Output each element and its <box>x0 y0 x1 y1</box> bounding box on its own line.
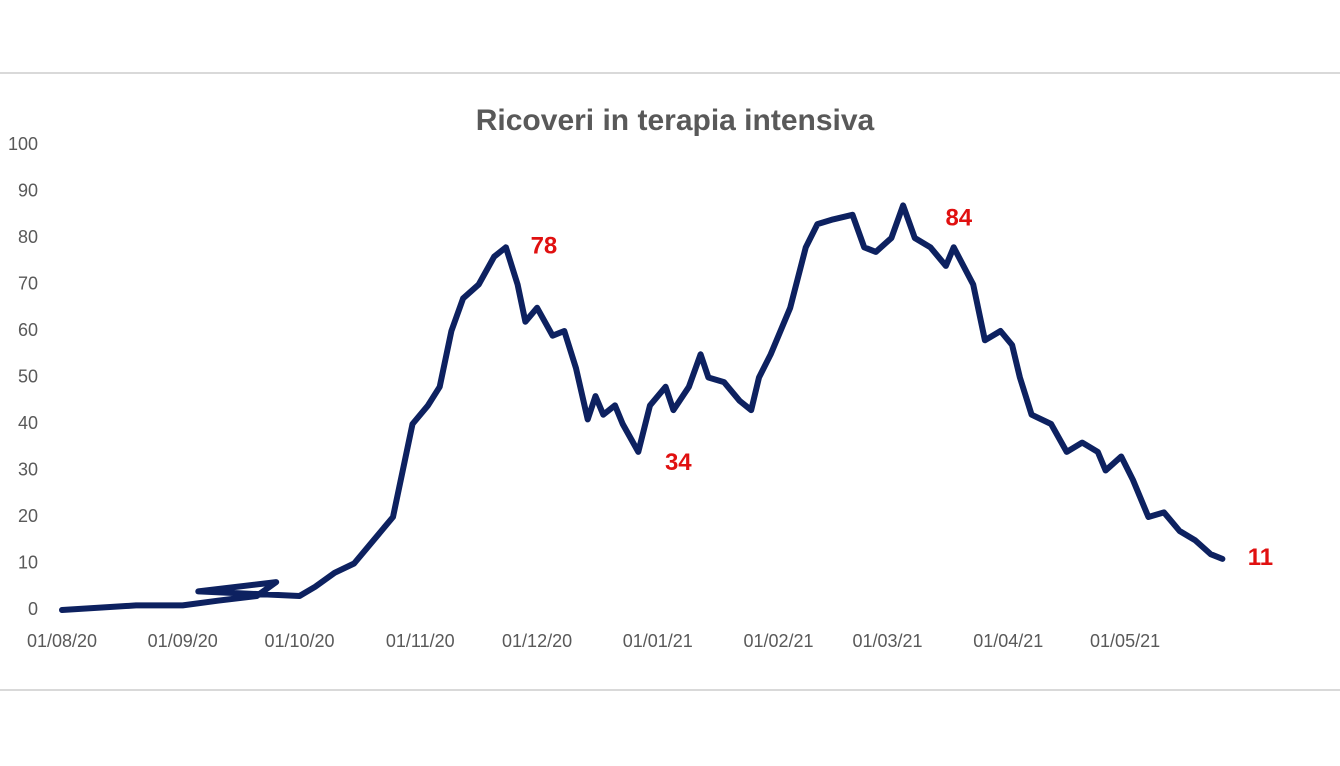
y-tick-label: 90 <box>18 180 38 200</box>
x-tick-label: 01/04/21 <box>973 631 1043 651</box>
y-tick-label: 70 <box>18 273 38 293</box>
y-tick-label: 0 <box>28 599 38 619</box>
y-tick-label: 100 <box>8 134 38 154</box>
x-tick-label: 01/02/21 <box>743 631 813 651</box>
annotation: 78 <box>531 233 558 260</box>
x-tick-label: 01/10/20 <box>264 631 334 651</box>
y-tick-label: 50 <box>18 366 38 386</box>
y-tick-label: 10 <box>18 552 38 572</box>
x-tick-label: 01/03/21 <box>852 631 922 651</box>
y-tick-label: 40 <box>18 413 38 433</box>
x-tick-label: 01/11/20 <box>386 631 455 651</box>
x-tick-label: 01/12/20 <box>502 631 572 651</box>
x-tick-label: 01/09/20 <box>148 631 218 651</box>
y-tick-label: 30 <box>18 459 38 479</box>
y-tick-label: 60 <box>18 320 38 340</box>
x-tick-label: 01/05/21 <box>1090 631 1160 651</box>
annotation: 84 <box>945 205 972 232</box>
annotation: 11 <box>1248 544 1273 571</box>
y-tick-label: 80 <box>18 227 38 247</box>
x-tick-label: 01/08/20 <box>27 631 97 651</box>
x-tick-label: 01/01/21 <box>623 631 693 651</box>
y-tick-label: 20 <box>18 506 38 526</box>
annotation: 34 <box>665 449 692 476</box>
chart-title: Ricoveri in terapia intensiva <box>476 104 875 137</box>
data-line <box>59 202 1226 613</box>
